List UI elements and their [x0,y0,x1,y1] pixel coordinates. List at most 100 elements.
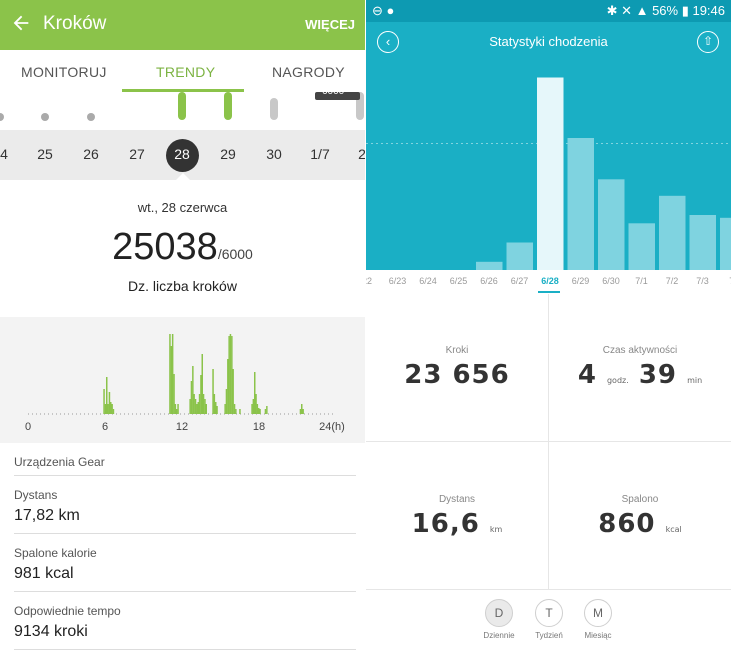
stat-label: Czas aktywności [602,345,678,356]
hourly-bar [302,409,304,414]
week-bar[interactable] [567,138,595,270]
week-bar[interactable] [598,179,625,270]
day-item[interactable]: 2 [358,146,365,162]
right-app-screen: ⊖ ● ✱ ✕ ▲ 56% ▮ 19:46 ‹ Statystyki chodz… [366,0,731,650]
goal-badge: 6000 [322,86,345,97]
hourly-bar [192,366,194,414]
status-bar: ⊖ ● ✱ ✕ ▲ 56% ▮ 19:46 [366,0,731,22]
hourly-bar [213,394,216,414]
hourly-bar [194,399,197,414]
hourly-bar [202,394,205,414]
distance-row: Dystans 17,82 km [14,488,356,525]
hourly-bar [174,404,177,414]
hourly-bar [235,409,237,414]
arrow-left-icon[interactable] [10,12,34,36]
period-monthly[interactable]: M Miesiąc [578,599,618,640]
week-bar[interactable] [720,217,731,270]
week-bar[interactable] [659,195,686,270]
week-bar[interactable] [689,215,717,270]
step-value: 25038 [112,226,218,268]
x-tick-label[interactable]: 6/23 [388,276,407,286]
hourly-bar [173,374,175,414]
x-tick-label[interactable]: 6/28 [541,276,559,286]
x-tick-label[interactable]: 6/25 [449,276,468,286]
hourly-bar [103,389,105,414]
week-bar[interactable] [476,261,503,270]
day-item[interactable]: 27 [129,146,145,162]
distance-stat: Dystans 16,6 km [366,494,548,539]
period-label: Tydzień [535,631,563,640]
period-daily[interactable]: D Dziennie [479,599,519,640]
weekly-chart-svg [366,77,731,271]
x-tick-label[interactable]: 6/26 [480,276,498,286]
hourly-bar [190,381,193,414]
hours-value: 4 [577,360,597,390]
row-label: Dystans [14,488,58,502]
page-title: Kroków [43,13,107,34]
upload-icon[interactable]: ⇧ [697,31,719,53]
hourly-bar [205,404,207,414]
page-title: Statystyki chodzenia [489,34,608,49]
hourly-bar [196,404,198,414]
stat-value: 16,6 km [366,509,548,539]
week-bar[interactable] [628,223,656,270]
x-tick-label[interactable]: 6/24 [419,276,437,286]
hourly-bar [193,394,195,414]
hourly-bar [224,404,226,414]
x-tick-label[interactable]: 6/29 [571,276,590,286]
hourly-bar [108,392,111,414]
hourly-tick-label: 6 [102,421,108,433]
hourly-bar [189,399,191,414]
stat-value: 23 656 [404,360,510,390]
more-button[interactable]: WIĘCEJ [305,17,355,32]
tab-monitoruj[interactable]: MONITORUJ [21,64,107,80]
hourly-bar [228,336,230,414]
row-label: Spalone kalorie [14,546,97,560]
x-tick-label[interactable]: 6/30 [602,276,620,286]
tab-trendy[interactable]: TRENDY [156,64,216,80]
period-monthly-button[interactable]: M [584,599,612,627]
distance-value: 16,6 [411,509,480,539]
day-item[interactable]: 25 [37,146,53,162]
chevron-left-icon[interactable]: ‹ [377,31,399,53]
row-value: 981 kcal [14,565,74,582]
x-tick-label[interactable]: 7/1 [635,276,648,286]
period-daily-button[interactable]: D [485,599,513,627]
step-goal: /6000 [217,246,253,262]
hourly-bar [233,404,236,414]
x-tick-label[interactable]: 7/3 [696,276,709,286]
hourly-bar [299,409,302,414]
stat-label: Dystans [438,494,476,505]
hourly-bar [177,404,179,414]
day-item[interactable]: 4 [0,146,8,162]
day-item[interactable]: 29 [220,146,236,162]
day-item[interactable]: 1/7 [310,146,330,162]
hourly-bar [266,406,268,414]
hourly-bar [256,404,259,414]
period-label: Miesiąc [584,631,612,640]
period-weekly-button[interactable]: T [535,599,563,627]
day-item[interactable]: 30 [266,146,282,162]
x-tick-label[interactable]: 22 [366,276,372,286]
tab-nagrody[interactable]: NAGRODY [272,64,345,80]
x-tick-label[interactable]: 7/ [718,276,731,286]
hourly-bar [216,406,218,414]
row-value: 9134 kroki [14,623,88,640]
hourly-bar [227,359,229,414]
selected-day[interactable]: 28 [174,146,190,162]
week-bar[interactable] [506,242,534,271]
hourly-bar [254,372,256,414]
day-item[interactable]: 26 [83,146,99,162]
distance-unit: km [489,525,503,534]
hourly-tick-label: 12 [176,421,188,433]
hourly-bar [212,369,214,414]
grid-divider-horizontal [366,589,731,590]
period-weekly[interactable]: T Tydzień [529,599,569,640]
week-bar[interactable] [537,77,564,271]
gear-devices-label: Urządzenia Gear [14,455,105,469]
app-header: Kroków WIĘCEJ [0,0,365,50]
row-label: Odpowiednie tempo [14,604,121,618]
x-tick-label[interactable]: 7/2 [665,276,679,286]
x-tick-label[interactable]: 6/27 [510,276,529,286]
